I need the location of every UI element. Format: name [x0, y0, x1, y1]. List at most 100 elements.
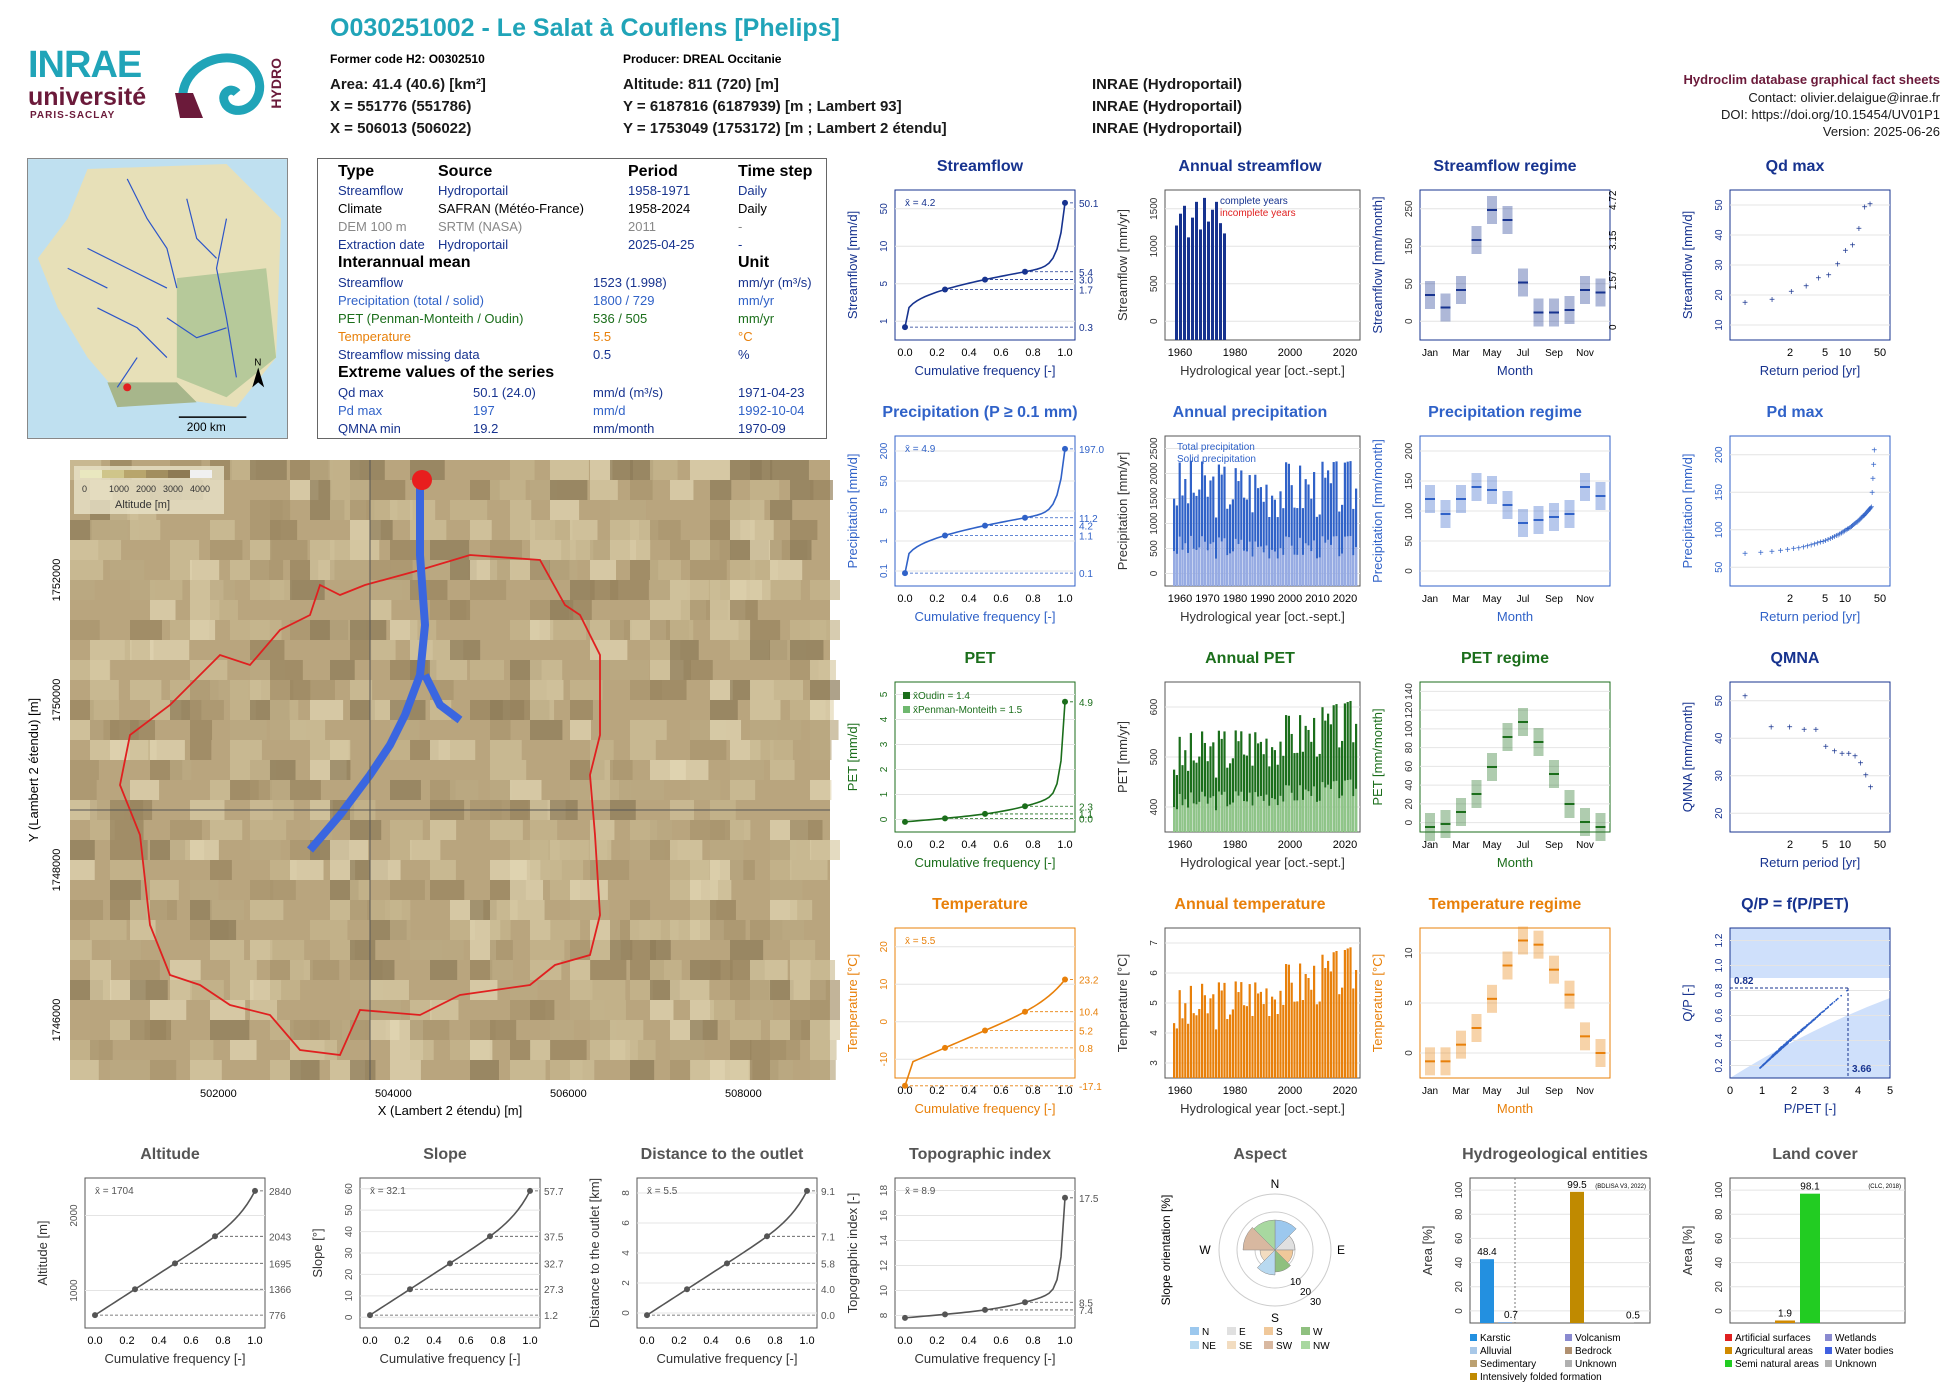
bar: [1268, 766, 1271, 832]
bar-secondary: [1307, 545, 1310, 586]
bar: [1173, 769, 1176, 832]
bar-secondary: [1313, 786, 1316, 832]
mean-label: x̄ = 1704: [95, 1186, 134, 1197]
data-label: 0.7: [1504, 1310, 1518, 1321]
bar: [1217, 982, 1220, 1078]
y-tick: 4: [879, 716, 890, 722]
x-tick: 2020: [1333, 1085, 1357, 1097]
bar-secondary: [1268, 805, 1271, 832]
bar: [1304, 479, 1307, 586]
info-cell: Hydroportail: [438, 183, 509, 198]
y-label: Temperature [°C]: [1370, 954, 1385, 1052]
right-tick: 10.4: [1079, 1008, 1099, 1019]
y-tick: 40: [1404, 779, 1415, 791]
bar-secondary: [1251, 805, 1254, 832]
ring-label: 30: [1310, 1297, 1322, 1308]
point: +: [1787, 723, 1793, 734]
chart-annual_pet: Hydrological year [oct.-sept.] PET [mm/yr…: [1115, 681, 1361, 870]
y-tick: 3: [1149, 1060, 1160, 1066]
y-label: Area [%]: [1420, 1226, 1435, 1276]
bar: [1223, 466, 1226, 586]
legend-entry: Total precipitation: [1177, 442, 1255, 453]
bar: [1229, 1014, 1232, 1078]
plot-frame: [84, 1177, 266, 1329]
x-tick: 0.0: [639, 1335, 654, 1347]
chart-qmna: Return period [yr] QMNA [mm/month] 20 30 40 5…: [1680, 681, 1891, 870]
direction-label: S: [1271, 1311, 1279, 1325]
x-tick: 1960: [1168, 1085, 1192, 1097]
chart-qd_max: Return period [yr] Streamflow [mm/d] 10 20 3…: [1680, 189, 1891, 378]
bar-secondary: [1178, 536, 1181, 586]
bar: [1215, 517, 1218, 586]
bar-secondary: [1282, 801, 1285, 832]
north-label: N: [254, 357, 261, 368]
bar-secondary: [1265, 545, 1268, 586]
bar: [1195, 762, 1198, 832]
bar-secondary: [1215, 558, 1218, 586]
x-tick: 0.4: [703, 1335, 718, 1347]
note: (BDLISA V3, 2022): [1595, 1184, 1646, 1190]
bar: [1212, 742, 1215, 832]
chart-title-streamflow_regime: Streamflow regime: [1433, 158, 1577, 175]
right-tick: 1695: [269, 1259, 292, 1270]
chart-streamflow_regime: Month Streamflow [mm/month] 0 50 150 250 Jan Ma…: [1370, 189, 1619, 378]
y-tick: 10: [879, 1285, 890, 1297]
x-tick: 508000: [725, 1088, 762, 1100]
x-tick: Jul: [1517, 594, 1530, 605]
bar: [1285, 964, 1288, 1078]
bar: [1220, 990, 1223, 1078]
bar: [1251, 765, 1254, 832]
info-cell: Climate: [338, 201, 383, 216]
bar: [1276, 764, 1279, 832]
bar: [1259, 741, 1262, 832]
legend-swatch: [1825, 1334, 1832, 1341]
bar: [1310, 989, 1313, 1078]
bar: [1327, 713, 1330, 832]
x-tick: 5: [1822, 347, 1828, 359]
y-l2e: Y = 1753049 (1753172) [m ; Lambert 2 éte…: [623, 120, 947, 137]
bar: [1173, 1023, 1176, 1078]
y-tick: 150: [1404, 237, 1415, 254]
info-cell: mm/d: [593, 403, 626, 418]
point: +: [1869, 502, 1875, 513]
x-tick: 1980: [1223, 347, 1247, 359]
y-tick: 50: [879, 203, 890, 215]
info-cell: mm/month: [593, 421, 655, 436]
y-label: Temperature [°C]: [845, 954, 860, 1052]
y-tick: 40: [1714, 732, 1725, 744]
point: [1837, 997, 1839, 1000]
bar: [1199, 229, 1202, 340]
x-tick: 0.4: [151, 1335, 166, 1347]
bar: [1570, 1191, 1584, 1323]
bar: [1248, 475, 1251, 586]
x-tick: 0: [1727, 1085, 1733, 1097]
bar: [1223, 731, 1226, 832]
legend-entry: NE: [1202, 1341, 1216, 1352]
data-label: 0.5: [1626, 1310, 1640, 1321]
point: [1822, 1010, 1825, 1013]
x-label: Cumulative frequency [-]: [915, 855, 1056, 870]
point: [1800, 1030, 1802, 1033]
legend-entry: Bedrock: [1575, 1346, 1613, 1357]
info-cell: Interannual mean: [338, 254, 471, 271]
info-cell: 5.5: [593, 329, 612, 344]
point: +: [1818, 538, 1824, 549]
y-tick: 10: [344, 1290, 355, 1302]
point: +: [1839, 749, 1845, 760]
point: [1800, 1029, 1802, 1031]
y-tick: 20: [1404, 798, 1415, 810]
x-tick: 50: [1874, 593, 1886, 605]
quantile-point: [902, 818, 908, 825]
x-tick: 502000: [200, 1088, 237, 1100]
x-tick: 1.0: [1057, 1085, 1072, 1097]
bar-secondary: [1243, 550, 1246, 586]
right-tick: -17.1: [1079, 1082, 1102, 1093]
bar-secondary: [1296, 554, 1299, 586]
y-tick: 20: [1714, 1281, 1725, 1293]
bar: [1304, 725, 1307, 832]
info-cell: Streamflow: [338, 183, 404, 198]
plot-frame: [1164, 435, 1361, 587]
doi-link[interactable]: DOI: https://doi.org/10.15454/UV01P1: [1721, 107, 1940, 122]
bar-secondary: [1220, 794, 1223, 832]
bar-secondary: [1321, 536, 1324, 586]
